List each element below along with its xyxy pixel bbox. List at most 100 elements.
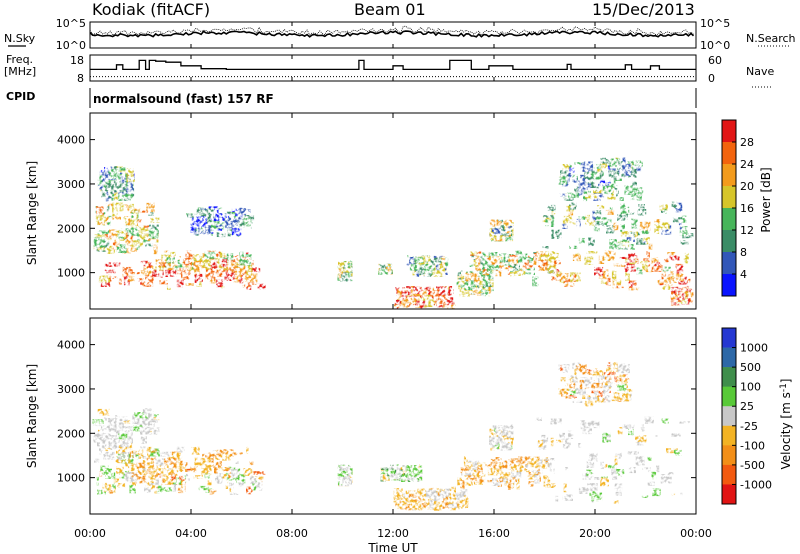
- nsky-label: N.Sky: [4, 32, 36, 45]
- power-cell: [177, 259, 184, 268]
- velocity-cell: [477, 462, 486, 467]
- colorbar-tick-label-5: -100: [740, 439, 765, 452]
- power-cell: [338, 269, 342, 279]
- velocity-cell: [417, 491, 424, 494]
- power-cell: [658, 222, 670, 230]
- colorbar-tick-label-1: 8: [740, 246, 747, 259]
- velocity-cell: [442, 501, 454, 509]
- power-cell: [421, 255, 431, 262]
- power-cell: [141, 228, 149, 236]
- velocity-cell: [647, 481, 655, 486]
- power-cell: [568, 211, 574, 221]
- power-cell: [232, 228, 242, 236]
- power-cell: [595, 220, 605, 228]
- velocity-cell: [181, 480, 184, 488]
- velocity-cell: [636, 441, 644, 446]
- velocity-cell: [340, 478, 352, 485]
- power-cell: [97, 179, 102, 187]
- velocity-cell: [399, 467, 407, 475]
- velocity-blob-6: [457, 456, 555, 490]
- colorbar-tick-label-6: -500: [740, 459, 765, 472]
- power-cell: [435, 263, 440, 273]
- velocity-cell: [544, 458, 556, 461]
- xlabel: Time UT: [367, 541, 418, 554]
- power-cell: [120, 175, 126, 183]
- power-cell: [598, 183, 610, 187]
- power-cell: [439, 291, 448, 301]
- power-cell: [226, 211, 232, 215]
- power-cell: [513, 270, 526, 275]
- velocity-cell: [397, 503, 405, 509]
- power-cell: [228, 269, 239, 273]
- velocity-cell: [617, 427, 623, 435]
- power-cell: [420, 306, 424, 309]
- power-cell: [480, 288, 483, 293]
- power-cell: [505, 257, 509, 265]
- power-cell: [658, 264, 662, 271]
- velocity-cell: [140, 426, 151, 435]
- velocity-cell: [560, 377, 566, 382]
- power-cell: [396, 299, 401, 308]
- velocity-cell: [104, 451, 115, 458]
- velocity-cell: [611, 466, 617, 476]
- velocity-cell: [116, 422, 124, 431]
- velocity-cell: [425, 500, 432, 509]
- power-cell: [436, 288, 439, 298]
- power-cell: [637, 209, 647, 216]
- power-cell: [596, 205, 605, 209]
- power-cell: [664, 209, 667, 214]
- velocity-cell: [591, 381, 596, 384]
- power-cell: [100, 169, 110, 173]
- power-cell: [596, 186, 599, 192]
- power-cell: [591, 172, 597, 178]
- velocity-cell: [541, 434, 549, 442]
- velocity-cell: [535, 465, 548, 469]
- velocity-cell: [562, 494, 573, 501]
- power-cell: [130, 272, 141, 275]
- power-cell: [120, 189, 130, 193]
- velocity-cell: [628, 428, 634, 436]
- velocity-cell: [661, 418, 669, 424]
- velocity-cell: [511, 462, 519, 472]
- velocity-cell: [589, 491, 596, 497]
- velocity-cell: [176, 456, 181, 464]
- velocity-cell: [120, 441, 130, 448]
- power-cell: [112, 166, 117, 170]
- power-cell: [483, 290, 488, 297]
- power-cell: [488, 257, 495, 261]
- power-cell: [216, 279, 224, 288]
- velocity-cell: [502, 427, 509, 437]
- power-cell: [165, 269, 177, 277]
- velocity-cell: [406, 470, 417, 477]
- power-cell: [623, 212, 635, 215]
- power-cell: [465, 272, 478, 280]
- velocity-cell: [457, 498, 469, 508]
- velocity-cell: [396, 465, 401, 473]
- power-cell: [610, 179, 616, 188]
- velocity-cell: [528, 481, 534, 487]
- power-cell: [619, 256, 631, 259]
- noise-search-line: [89, 25, 694, 36]
- power-cell: [613, 222, 619, 231]
- velocity-cell: [138, 416, 151, 427]
- velocity-cell: [228, 471, 234, 479]
- power-cell: [139, 233, 148, 240]
- power-cell: [638, 204, 645, 209]
- velocity-cell: [608, 389, 611, 393]
- velocity-cell: [115, 415, 118, 423]
- power-blob-2: [97, 166, 135, 202]
- colorbar-tick-label-4: 20: [740, 180, 754, 193]
- power-cell: [247, 280, 258, 285]
- velocity-cell: [460, 480, 465, 489]
- velocity-cell: [179, 475, 184, 480]
- power-cell: [109, 276, 118, 279]
- velocity-cell: [136, 418, 144, 427]
- velocity-cell: [121, 435, 133, 445]
- velocity-cell: [604, 372, 616, 376]
- power-cell: [561, 223, 568, 229]
- power-cell: [636, 164, 642, 172]
- velocity-cell: [569, 395, 577, 398]
- velocity-cell: [489, 428, 494, 438]
- velocity-cell: [562, 365, 568, 373]
- power-cell: [117, 233, 124, 239]
